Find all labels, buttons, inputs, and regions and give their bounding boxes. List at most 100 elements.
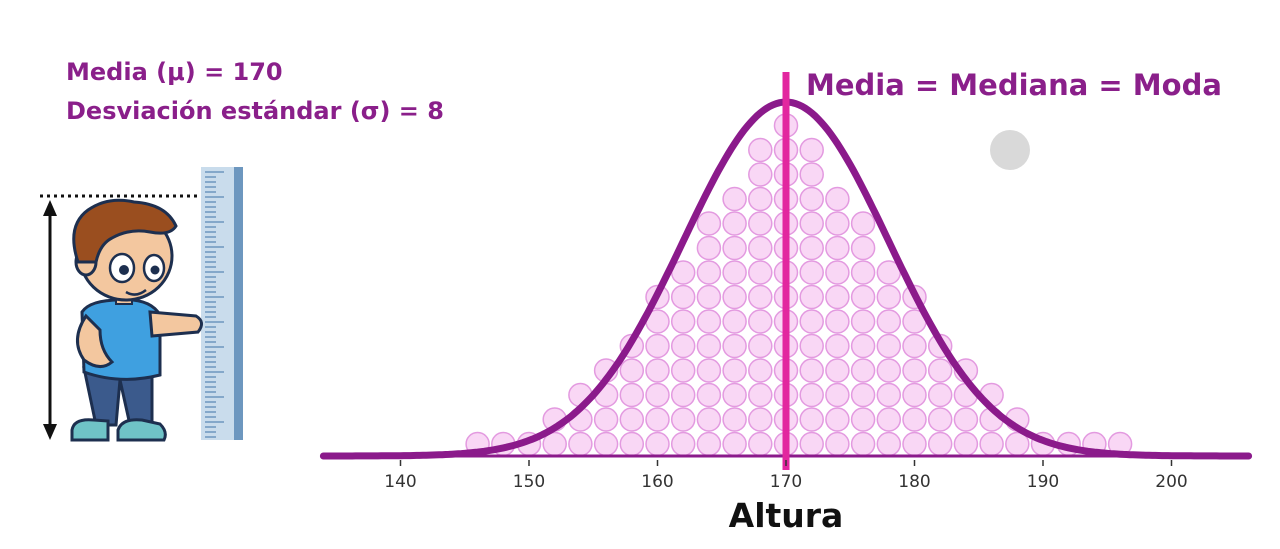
data-dot — [850, 333, 876, 359]
data-dot — [902, 382, 927, 408]
data-dot — [850, 260, 876, 285]
mean-median-mode-annotation: Media = Mediana = Moda — [806, 68, 1222, 102]
data-dot — [748, 186, 773, 212]
data-dot — [593, 431, 619, 457]
data-dot — [850, 309, 876, 334]
data-dot — [696, 407, 722, 432]
data-dot — [953, 431, 979, 457]
data-dot — [722, 211, 747, 236]
x-axis-label: Altura — [728, 496, 844, 535]
data-dot — [825, 309, 850, 334]
data-dot — [902, 431, 927, 457]
data-dot — [876, 309, 902, 334]
data-dot — [799, 309, 824, 334]
dot-histogram — [465, 113, 1133, 457]
data-dot — [825, 235, 850, 261]
data-dot — [748, 162, 773, 187]
data-dot — [645, 431, 670, 457]
data-dot — [696, 333, 722, 359]
data-dot — [670, 382, 696, 408]
data-dot — [927, 407, 953, 432]
x-tick-label: 150 — [513, 472, 545, 492]
data-dot — [799, 284, 824, 310]
data-dot — [619, 358, 645, 383]
data-dot — [927, 358, 953, 383]
data-dot — [850, 211, 876, 236]
data-dot — [927, 382, 953, 408]
data-dot — [696, 235, 722, 261]
data-dot — [748, 407, 773, 432]
sd-stat-label: Desviación estándar (σ) = 8 — [66, 97, 444, 125]
x-tick-label: 200 — [1155, 472, 1187, 492]
data-dot — [799, 358, 824, 383]
data-dot — [645, 407, 670, 432]
data-dot — [670, 333, 696, 359]
data-dot — [799, 137, 824, 163]
data-dot — [799, 382, 824, 408]
data-dot — [825, 407, 850, 432]
data-dot — [696, 431, 722, 457]
data-dot — [748, 309, 773, 334]
data-dot — [748, 137, 773, 163]
data-dot — [799, 235, 824, 261]
data-dot — [825, 186, 850, 212]
data-dot — [825, 284, 850, 310]
x-tick-label: 180 — [898, 472, 930, 492]
x-ticks: 140 150 160 170 180 190 200 — [384, 460, 1188, 492]
data-dot — [953, 407, 979, 432]
x-tick-label: 140 — [384, 472, 416, 492]
x-tick-label: 170 — [770, 472, 802, 492]
data-dot — [748, 382, 773, 408]
data-dot — [619, 382, 645, 408]
data-dot — [722, 186, 747, 212]
data-dot — [645, 382, 670, 408]
data-dot — [825, 382, 850, 408]
data-dot — [748, 211, 773, 236]
data-dot — [722, 333, 747, 359]
data-dot — [670, 284, 696, 310]
data-dot — [902, 407, 927, 432]
data-dot — [876, 333, 902, 359]
data-dot — [696, 260, 722, 285]
data-dot — [850, 407, 876, 432]
data-dot — [645, 333, 670, 359]
data-dot — [927, 431, 953, 457]
data-dot — [748, 333, 773, 359]
data-dot — [825, 358, 850, 383]
data-dot — [722, 358, 747, 383]
data-dot — [876, 284, 902, 310]
data-dot — [825, 333, 850, 359]
data-dot — [748, 235, 773, 261]
data-dot — [825, 260, 850, 285]
data-dot — [722, 260, 747, 285]
data-dot — [619, 407, 645, 432]
data-dot — [722, 382, 747, 408]
data-dot — [799, 162, 824, 187]
data-dot — [979, 431, 1004, 457]
data-dot — [670, 431, 696, 457]
data-dot — [696, 284, 722, 310]
data-dot — [670, 358, 696, 383]
data-dot — [799, 407, 824, 432]
data-dot — [748, 284, 773, 310]
data-dot — [799, 211, 824, 236]
data-dot — [850, 358, 876, 383]
data-dot — [902, 358, 927, 383]
data-dot — [645, 358, 670, 383]
x-tick-label: 190 — [1027, 472, 1059, 492]
data-dot — [696, 358, 722, 383]
data-dot — [799, 186, 824, 212]
data-dot — [748, 358, 773, 383]
data-dot — [722, 407, 747, 432]
data-dot — [825, 431, 850, 457]
data-dot — [850, 431, 876, 457]
data-dot — [825, 211, 850, 236]
data-dot — [722, 284, 747, 310]
data-dot — [722, 431, 747, 457]
data-dot — [593, 407, 619, 432]
data-dot — [722, 309, 747, 334]
data-dot — [850, 235, 876, 261]
data-dot — [799, 431, 824, 457]
data-dot — [670, 407, 696, 432]
